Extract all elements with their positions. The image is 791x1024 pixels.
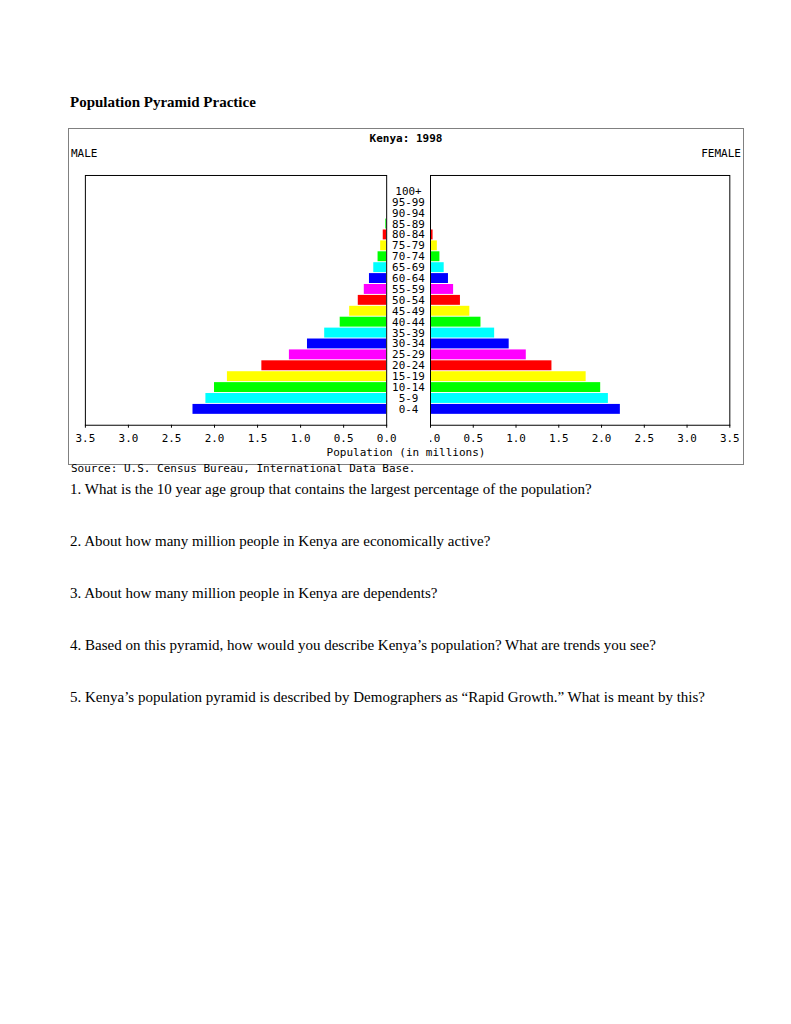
svg-text:10-14: 10-14 (392, 381, 425, 395)
svg-text:2.0: 2.0 (205, 432, 225, 445)
svg-text:80-84: 80-84 (392, 228, 425, 242)
svg-text:0-4: 0-4 (399, 403, 419, 416)
svg-text:55-59: 55-59 (392, 282, 425, 296)
svg-text:90-94: 90-94 (392, 206, 425, 220)
svg-text:0.5: 0.5 (334, 432, 354, 445)
html-text:Population Pyramid Practice: Population Pyramid Practice (70, 94, 256, 110)
svg-text:3.5: 3.5 (720, 432, 740, 445)
svg-text:0.0: 0.0 (377, 432, 397, 445)
html-text:5. Kenya’s population pyramid: 5. Kenya’s population pyramid is describ… (70, 689, 705, 705)
svg-text:85-89: 85-89 (392, 217, 425, 231)
html-text:1. What is the 10 year age gro: 1. What is the 10 year age group that co… (70, 481, 592, 497)
svg-text:30-34: 30-34 (392, 337, 425, 351)
svg-text:70-74: 70-74 (392, 250, 425, 264)
svg-text:100+: 100+ (395, 184, 422, 198)
html-text:Population (in millions): Population (in millions) (326, 446, 486, 460)
svg-text:1.0: 1.0 (291, 432, 311, 445)
html-text:FEMALE: FEMALE (701, 147, 741, 160)
svg-text:0.5: 0.5 (463, 432, 483, 445)
svg-text:2.5: 2.5 (162, 432, 182, 445)
svg-text:25-29: 25-29 (392, 348, 425, 362)
html-text:MALE: MALE (71, 147, 98, 160)
svg-text:65-69: 65-69 (392, 261, 425, 275)
svg-text:15-19: 15-19 (392, 370, 425, 384)
svg-text:1.5: 1.5 (248, 432, 268, 445)
svg-text:35-39: 35-39 (392, 326, 425, 340)
svg-text:2.0: 2.0 (591, 432, 611, 445)
svg-text:1.5: 1.5 (549, 432, 569, 445)
html-text:Kenya: 1998: Kenya: 1998 (369, 132, 443, 145)
svg-text:3.0: 3.0 (677, 432, 697, 445)
svg-text:40-44: 40-44 (392, 315, 425, 329)
svg-text:60-64: 60-64 (392, 272, 425, 285)
html-text:4. Based on this pyramid, how: 4. Based on this pyramid, how would you … (70, 637, 656, 653)
svg-text:3.5: 3.5 (76, 432, 96, 445)
svg-text:2.5: 2.5 (634, 432, 654, 445)
svg-text:1.0: 1.0 (506, 432, 526, 445)
html-text:Source: U.S. Census Bureau, In: Source: U.S. Census Bureau, Internationa… (71, 462, 416, 476)
svg-text:95-99: 95-99 (392, 195, 425, 209)
svg-text:20-24: 20-24 (392, 359, 425, 373)
svg-text:3.0: 3.0 (119, 432, 139, 445)
svg-text:50-54: 50-54 (392, 293, 425, 307)
svg-text:0.0: 0.0 (430, 432, 440, 445)
svg-text:75-79: 75-79 (392, 239, 425, 253)
svg-text:5-9: 5-9 (398, 392, 419, 405)
html-text:3. About how many million peop: 3. About how many million people in Keny… (70, 585, 438, 601)
html-text:2. About how many million peop: 2. About how many million people in Keny… (70, 533, 491, 549)
svg-text:45-49: 45-49 (392, 304, 425, 318)
